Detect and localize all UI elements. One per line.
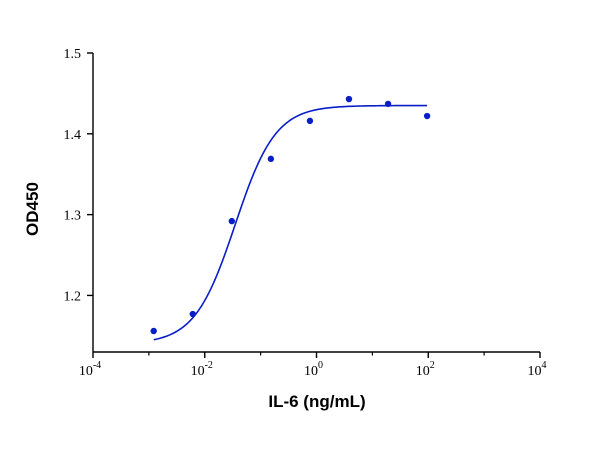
- data-point: [423, 112, 431, 120]
- x-axis-title: IL-6 (ng/mL): [268, 392, 365, 411]
- y-tick-label: 1.4: [64, 128, 82, 143]
- axes-layer: [92, 53, 540, 353]
- y-axis-title: OD450: [23, 182, 42, 236]
- data-point: [189, 310, 196, 318]
- x-tick-label: 10-2: [191, 360, 213, 379]
- y-tick-label: 1.2: [64, 289, 82, 304]
- data-point: [150, 327, 157, 335]
- x-tick-label: 10-4: [79, 360, 101, 379]
- x-ticks-layer: 10-4 10-2 100 102 104: [79, 352, 547, 379]
- x-tick-label: 100: [304, 360, 323, 379]
- y-tick-label: 1.5: [64, 47, 82, 62]
- data-point: [345, 95, 353, 103]
- data-point: [384, 100, 392, 108]
- fit-curve-layer: [153, 104, 428, 341]
- data-point: [306, 117, 314, 125]
- x-tick-label: 102: [416, 360, 435, 379]
- data-point: [267, 155, 275, 163]
- y-ticks-layer: 1.2 1.3 1.4 1.5: [64, 47, 93, 304]
- data-points-layer: [150, 95, 431, 335]
- y-tick-label: 1.3: [64, 209, 82, 224]
- x-tick-label: 104: [528, 360, 547, 379]
- data-point: [228, 217, 236, 225]
- fit-curve: [153, 104, 428, 341]
